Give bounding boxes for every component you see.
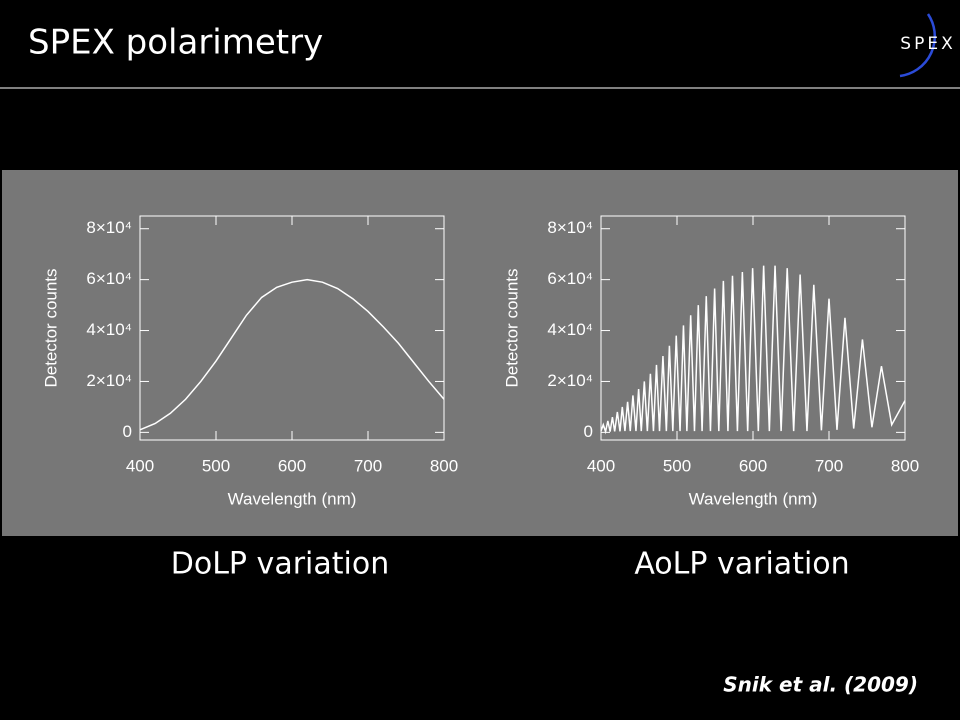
y-tick-label: 0	[584, 422, 593, 441]
x-axis-label: Wavelength (nm)	[689, 489, 818, 508]
y-axis-label: Detector counts	[41, 268, 60, 387]
data-line	[139, 278, 445, 431]
logo: SPEX	[900, 34, 955, 54]
y-tick-label: 2×10⁴	[86, 371, 132, 390]
x-tick-label: 800	[430, 456, 458, 475]
y-tick-label: 4×10⁴	[547, 320, 593, 339]
data-line	[600, 265, 906, 435]
x-tick-label: 400	[587, 456, 615, 475]
citation: Snik et al. (2009)	[723, 673, 918, 697]
y-tick-label: 4×10⁴	[86, 320, 132, 339]
caption: DoLP variation	[171, 547, 389, 582]
x-tick-label: 400	[126, 456, 154, 475]
x-tick-label: 700	[815, 456, 843, 475]
y-tick-label: 6×10⁴	[547, 269, 593, 288]
x-axis-label: Wavelength (nm)	[228, 489, 357, 508]
y-tick-label: 8×10⁴	[86, 218, 132, 237]
y-tick-label: 2×10⁴	[547, 371, 593, 390]
y-tick-label: 6×10⁴	[86, 269, 132, 288]
x-tick-label: 800	[891, 456, 919, 475]
x-tick-label: 500	[202, 456, 230, 475]
x-tick-label: 600	[278, 456, 306, 475]
y-tick-label: 0	[123, 422, 132, 441]
y-tick-label: 8×10⁴	[547, 218, 593, 237]
caption: AoLP variation	[634, 547, 849, 582]
y-axis-label: Detector counts	[502, 268, 521, 387]
x-tick-label: 600	[739, 456, 767, 475]
x-tick-label: 500	[663, 456, 691, 475]
plot-panel	[2, 170, 958, 536]
logo-arc	[899, 13, 937, 78]
slide-title: SPEX polarimetry	[28, 23, 323, 63]
x-tick-label: 700	[354, 456, 382, 475]
